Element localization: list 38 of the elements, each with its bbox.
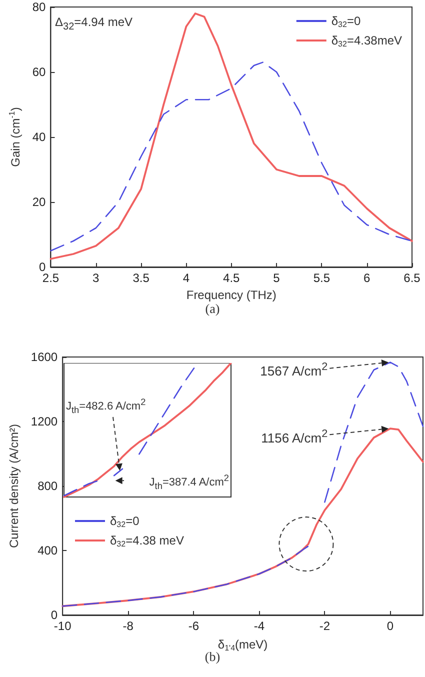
- x-tick-label: -6: [188, 619, 200, 633]
- y-tick-label: 0: [50, 608, 58, 622]
- x-tick-label: -4: [254, 619, 265, 633]
- line-series: [50, 12, 413, 260]
- y-tick-label: 0: [39, 260, 46, 274]
- y-tick-label: 60: [32, 65, 46, 79]
- y-tick-label: 400: [38, 544, 58, 558]
- x-tick-label: -2: [319, 619, 330, 633]
- x-tick-label: 2.5: [42, 271, 60, 285]
- x-tick-label: 4.5: [223, 271, 240, 285]
- x-axis-title: Frequency (THz): [186, 288, 276, 302]
- y-tick-label: 800: [38, 479, 58, 493]
- y-tick-label: 20: [32, 195, 46, 209]
- text: (b): [204, 649, 220, 664]
- x-tick-label: 6: [364, 271, 370, 285]
- text: (a): [205, 301, 220, 316]
- x-tick-label: -10: [54, 619, 72, 633]
- annotation: J$_{th}$=482.6 A/cm$^{2}$: [66, 396, 146, 417]
- x-tick-label: 4: [182, 271, 190, 285]
- annotation: 1567 A/cm$^{2}$: [260, 360, 328, 379]
- x-tick-label: 5: [273, 271, 280, 285]
- y-axis-title: Current density (A/cm²): [7, 424, 21, 548]
- y-axis-title: Gain (cm-1): [8, 107, 22, 167]
- annotation: 1156 A/cm$^{2}$: [261, 426, 328, 445]
- y-tick-label: 80: [32, 0, 46, 14]
- y-tick-label: 1200: [30, 414, 58, 428]
- y-tick-label: 40: [32, 130, 46, 144]
- line-series: [62, 428, 424, 608]
- x-tick-label: 3: [92, 271, 100, 285]
- annotation: Δ$_{32}$=4.94 meV: [55, 15, 133, 34]
- y-tick-label: 1600: [30, 350, 58, 364]
- line-series: [50, 62, 413, 252]
- x-tick-label: 5.5: [313, 271, 330, 285]
- annotation: J$_{th}$=387.4 A/cm$^{2}$: [149, 472, 229, 492]
- x-tick-label: 0: [386, 619, 394, 633]
- x-tick-label: -8: [122, 619, 134, 633]
- x-tick-label: 6.5: [404, 271, 421, 285]
- x-tick-label: 3.5: [132, 271, 150, 285]
